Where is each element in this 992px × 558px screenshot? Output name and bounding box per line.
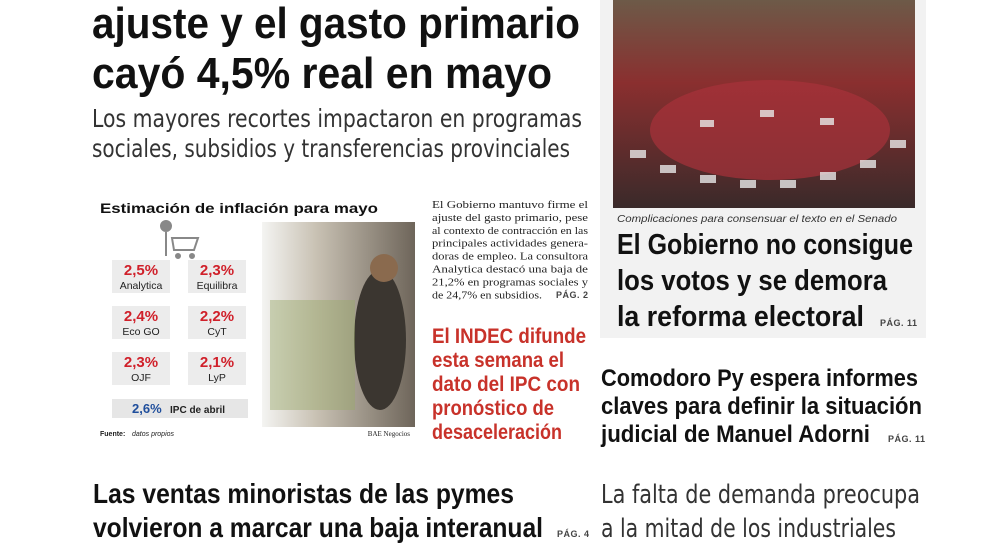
- headline-line: El INDEC difunde: [432, 325, 586, 348]
- estimate-source: Eco GO: [122, 326, 159, 338]
- headline-line: ajuste y el gasto primario: [92, 0, 580, 48]
- ipc-label: IPC de abril: [170, 405, 225, 416]
- headline-line: Comodoro Py espera informes: [601, 365, 918, 392]
- estimate-box: [188, 306, 246, 339]
- page-ref: PÁG. 11: [888, 434, 926, 444]
- body-line: Analytica destacó una baja de: [432, 264, 588, 276]
- credit: BAE Negocios: [368, 430, 410, 438]
- headline-line: desaceleración: [432, 421, 562, 444]
- headline-line: pronóstico de: [432, 397, 554, 420]
- page-ref: PÁG. 4: [557, 529, 590, 539]
- estimate-box: [188, 260, 246, 293]
- senate-floor: [650, 80, 890, 180]
- senate-desks: [630, 110, 906, 188]
- estimate-source: Analytica: [120, 280, 163, 292]
- headline-line: la reforma electoral: [617, 301, 864, 333]
- body-line: principales actividades genera-: [432, 238, 588, 250]
- headline-line: El Gobierno no consigue: [617, 229, 913, 261]
- infographic: Estimación de inflación para mayo 2,5%An…: [100, 200, 415, 438]
- headline-line: dato del IPC con: [432, 373, 580, 396]
- estimate-source: CyT: [207, 326, 227, 338]
- headline-line: a la mitad de los industriales: [601, 514, 896, 544]
- infographic-title: Estimación de inflación para mayo: [100, 200, 378, 216]
- estimate-box: [188, 352, 246, 385]
- estimate-source: Equilibra: [197, 280, 238, 292]
- shopper-figure: [354, 270, 406, 410]
- ipc-value: 2,6%: [132, 401, 162, 416]
- estimate-source: OJF: [131, 372, 151, 384]
- estimate-box: [112, 352, 170, 385]
- estimate-value: 2,4%: [124, 308, 158, 325]
- estimate-source: LyP: [208, 372, 226, 384]
- photo-caption: Complicaciones para consensuar el texto …: [617, 213, 897, 225]
- estimate-value: 2,1%: [200, 354, 234, 371]
- body-line: doras de empleo. La consultora: [432, 251, 588, 263]
- source-text: datos propios: [132, 431, 175, 438]
- body-line: El Gobierno mantuvo firme el: [432, 199, 588, 211]
- page-ref: PÁG. 11: [880, 318, 918, 328]
- ipc-box: [112, 399, 248, 418]
- estimate-value: 2,3%: [200, 262, 234, 279]
- body-line: ajuste del gasto primario, pese: [432, 212, 588, 224]
- headline-line: los votos y se demora: [617, 265, 888, 297]
- headline-line: volvieron a marcar una baja interanual: [93, 512, 543, 543]
- subhead-line: Los mayores recortes impactaron en progr…: [92, 104, 582, 133]
- body-line: de 24,7% en subsidios.: [432, 289, 542, 301]
- estimate-value: 2,5%: [124, 262, 158, 279]
- produce: [270, 300, 355, 410]
- estimate-box: [112, 306, 170, 339]
- body-line: 21,2% en programas sociales y: [432, 276, 589, 288]
- subhead-line: sociales, subsidios y transferencias pro…: [92, 134, 570, 163]
- headline-line: cayó 4,5% real en mayo: [92, 49, 552, 98]
- headline-line: esta semana el: [432, 349, 564, 372]
- estimate-value: 2,2%: [200, 308, 234, 325]
- source-label: Fuente:: [100, 431, 125, 438]
- cart-icon: [160, 220, 200, 259]
- headline-line: Las ventas minoristas de las pymes: [93, 478, 514, 509]
- estimate-value: 2,3%: [124, 354, 158, 371]
- headline-line: claves para definir la situación: [601, 393, 922, 420]
- body-line: al contexto de contracción en las: [432, 225, 588, 237]
- page-ref: PÁG. 2: [556, 290, 589, 300]
- headline-line: La falta de demanda preocupa: [601, 480, 920, 510]
- estimate-box: [112, 260, 170, 293]
- headline-line: judicial de Manuel Adorni: [600, 421, 870, 448]
- shopper-head: [370, 254, 398, 282]
